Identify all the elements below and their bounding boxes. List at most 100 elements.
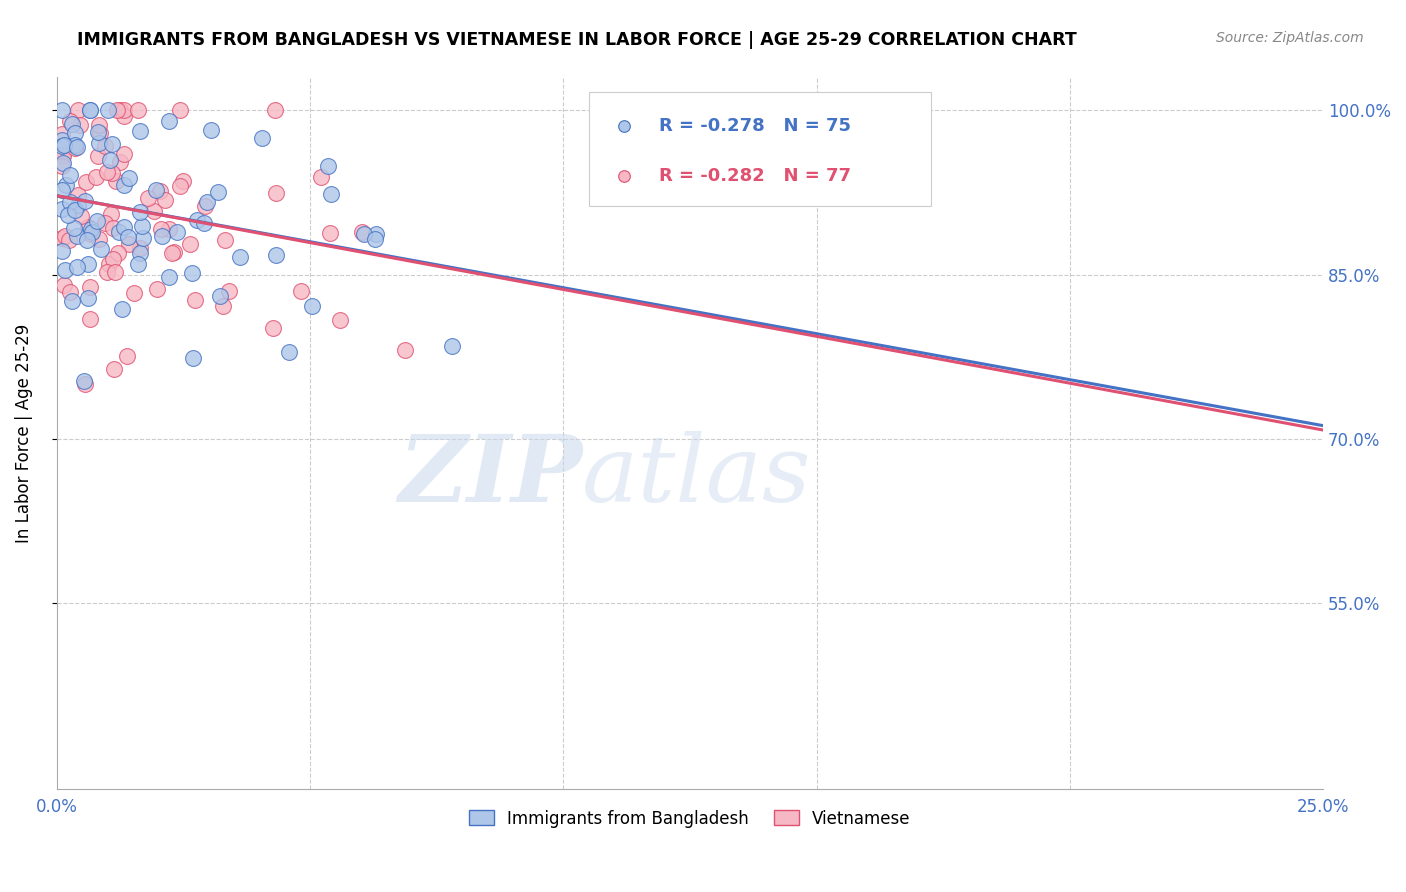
Point: [128, 103, 150, 118]
Point: [65, 203, 87, 218]
Point: [52, 155, 75, 169]
Point: [52, 149, 75, 163]
Point: [122, 285, 145, 300]
Point: [186, 213, 208, 227]
Point: [143, 204, 166, 219]
Point: [179, 237, 201, 252]
Point: [264, 186, 287, 201]
Text: R = -0.282   N = 77: R = -0.282 N = 77: [659, 167, 852, 185]
Point: [250, 130, 273, 145]
Point: [162, 246, 184, 260]
Point: [103, 221, 125, 235]
Point: [58, 233, 80, 247]
Point: [319, 187, 342, 202]
Point: [55, 178, 77, 193]
Point: [150, 222, 173, 236]
Point: [77, 291, 100, 305]
Point: [105, 103, 128, 118]
Text: R = -0.278   N = 75: R = -0.278 N = 75: [659, 117, 852, 135]
Point: [60, 117, 83, 131]
Point: [67, 103, 90, 118]
Point: [319, 226, 342, 240]
Point: [207, 186, 229, 200]
Point: [66, 140, 89, 154]
Point: [329, 313, 352, 327]
Point: [157, 221, 180, 235]
Point: [52, 147, 75, 161]
Point: [94, 139, 117, 153]
Legend: Immigrants from Bangladesh, Vietnamese: Immigrants from Bangladesh, Vietnamese: [463, 803, 918, 834]
Point: [117, 230, 139, 244]
Point: [51, 244, 73, 258]
Point: [51, 133, 73, 147]
Point: [118, 171, 141, 186]
Point: [63, 138, 86, 153]
Point: [98, 153, 121, 167]
Point: [138, 191, 160, 205]
Point: [70, 209, 93, 223]
Point: [53, 263, 76, 277]
Point: [149, 184, 172, 198]
Point: [112, 103, 135, 118]
Point: [73, 374, 96, 388]
Point: [180, 266, 202, 280]
Point: [96, 165, 118, 179]
Point: [169, 178, 191, 193]
Point: [169, 103, 191, 118]
Point: [352, 225, 374, 239]
Point: [87, 118, 110, 132]
Point: [66, 188, 89, 202]
Point: [394, 343, 416, 357]
Point: [214, 233, 236, 247]
Point: [75, 194, 97, 208]
Point: [103, 362, 125, 376]
Point: [262, 321, 284, 335]
Point: [163, 245, 186, 260]
Point: [55, 228, 77, 243]
Point: [157, 270, 180, 285]
Point: [51, 202, 73, 216]
Point: [96, 265, 118, 279]
Point: [87, 126, 110, 140]
Point: [59, 195, 82, 210]
Text: Source: ZipAtlas.com: Source: ZipAtlas.com: [1216, 31, 1364, 45]
Point: [157, 113, 180, 128]
Point: [76, 233, 98, 247]
Point: [101, 137, 124, 152]
Point: [108, 225, 131, 239]
Point: [52, 278, 75, 293]
Point: [108, 154, 131, 169]
Point: [118, 236, 141, 251]
Point: [59, 168, 82, 182]
Point: [98, 257, 121, 271]
Point: [146, 283, 169, 297]
Point: [62, 220, 84, 235]
Point: [112, 147, 135, 161]
Point: [51, 139, 73, 153]
Point: [150, 228, 173, 243]
Point: [181, 351, 204, 365]
Point: [51, 127, 73, 141]
Point: [63, 141, 86, 155]
Point: [80, 227, 103, 241]
Point: [65, 260, 87, 274]
Text: IMMIGRANTS FROM BANGLADESH VS VIETNAMESE IN LABOR FORCE | AGE 25-29 CORRELATION : IMMIGRANTS FROM BANGLADESH VS VIETNAMESE…: [77, 31, 1077, 49]
Point: [218, 284, 240, 298]
Point: [87, 232, 110, 246]
Point: [100, 166, 122, 180]
Point: [107, 245, 129, 260]
Point: [195, 194, 218, 209]
Point: [211, 300, 233, 314]
Point: [364, 232, 387, 246]
Point: [76, 219, 98, 234]
Point: [129, 124, 152, 138]
Point: [51, 103, 73, 118]
Point: [353, 227, 375, 241]
Point: [111, 302, 134, 317]
Point: [129, 242, 152, 256]
Point: [79, 312, 101, 326]
Point: [364, 227, 387, 241]
Point: [86, 213, 108, 227]
Point: [94, 216, 117, 230]
Point: [155, 193, 177, 207]
